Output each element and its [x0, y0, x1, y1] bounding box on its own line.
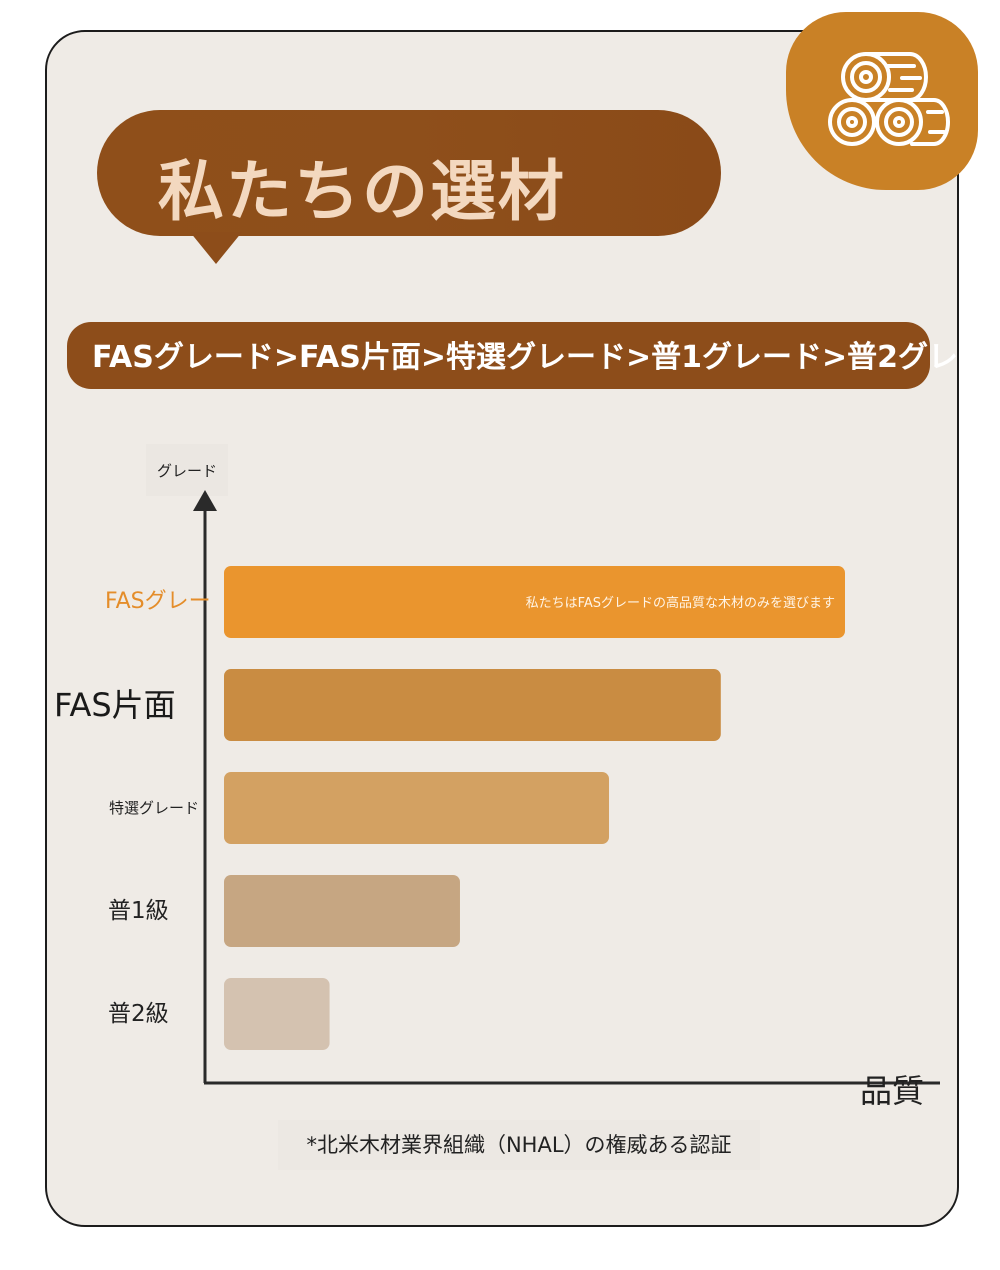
- y-axis-arrow-icon: [193, 490, 217, 511]
- bar-annotation: 私たちはFASグレードの高品質な木材のみを選びます: [526, 595, 835, 611]
- bar-2: [224, 669, 721, 741]
- bar-1: [224, 566, 845, 638]
- y-axis-title: グレード: [146, 444, 228, 496]
- grade-order-text: FASグレード>FAS片面>特選グレード>普1グレード>普2グレード: [92, 340, 962, 375]
- category-label-5: 普2級: [108, 1000, 169, 1027]
- corner-badge: [786, 12, 978, 190]
- bar-3: [224, 772, 610, 844]
- bar-4: [224, 875, 460, 947]
- category-label-3: 特選グレード: [109, 798, 200, 817]
- logs-icon: [828, 52, 950, 146]
- bar-5: [224, 978, 330, 1050]
- x-axis-title: 品質: [860, 1072, 925, 1110]
- category-label-4: 普1級: [108, 897, 169, 924]
- category-label-2: FAS片面: [54, 686, 176, 724]
- category-label-1: FASグレー: [105, 589, 211, 614]
- page-title: 私たちの選材: [158, 153, 566, 230]
- grade-order-banner: [67, 322, 930, 389]
- footnote: *北米木材業界組織（NHAL）の権威ある認証: [278, 1120, 760, 1170]
- title-bubble-tail: [190, 232, 242, 264]
- title-bubble: [97, 110, 721, 236]
